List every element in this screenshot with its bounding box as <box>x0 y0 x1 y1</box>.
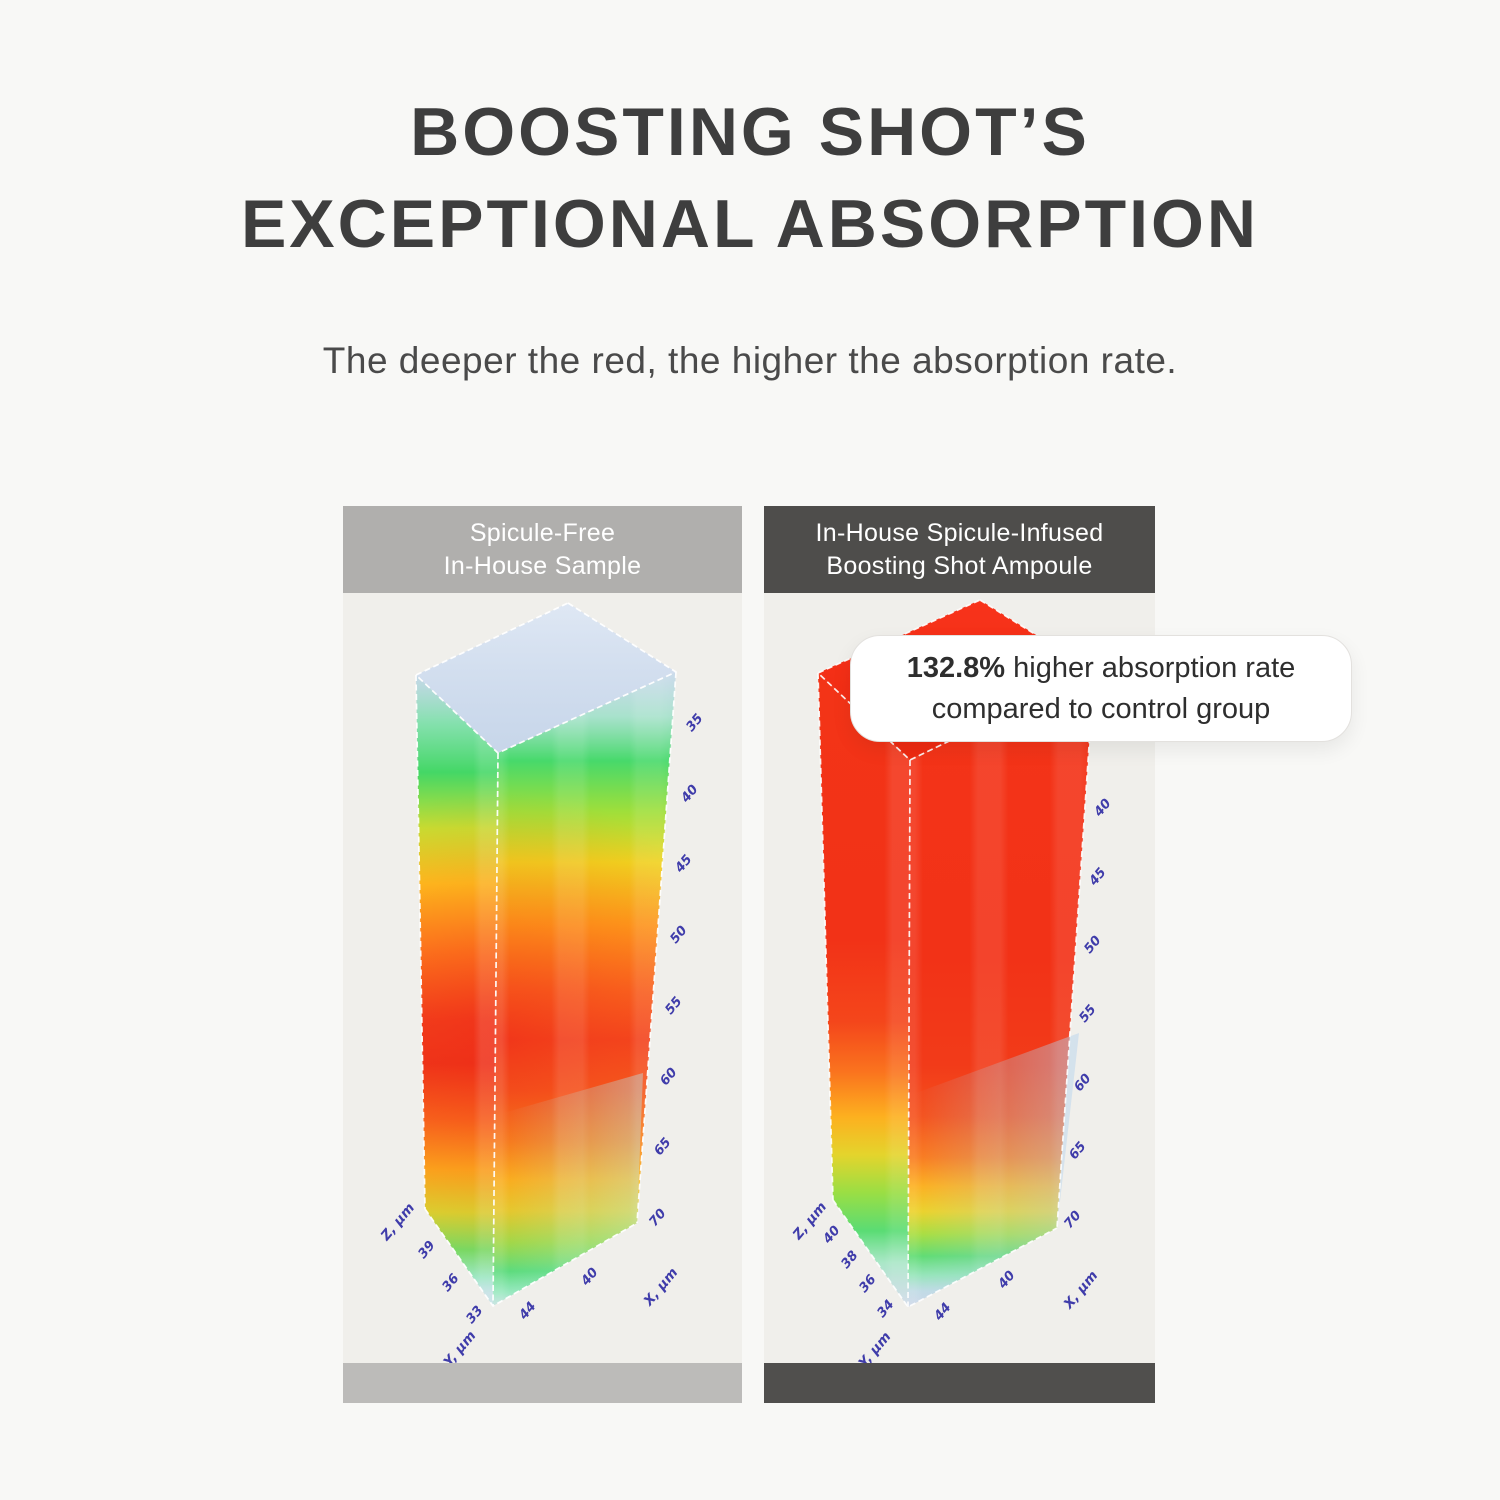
page-title-line2: EXCEPTIONAL ABSORPTION <box>240 186 1260 263</box>
callout-line1: 132.8% higher absorption rate <box>907 648 1296 688</box>
page-title-line1: BOOSTING SHOT’S <box>410 94 1090 170</box>
panel-boosting-shot-header-line1: In-House Spicule-Infused <box>815 518 1104 547</box>
panel-control-header-line1: Spicule-Free <box>469 518 616 547</box>
panel-control-footer <box>343 1363 742 1403</box>
panel-boosting-shot-footer <box>764 1363 1155 1403</box>
panel-control-header-line2: In-House Sample <box>443 551 642 580</box>
prism-control-3d <box>415 602 677 1307</box>
callout-line1-rest: higher absorption rate <box>1005 652 1296 685</box>
panel-control-header: Spicule-Free In-House Sample <box>343 506 742 593</box>
subtitle: The deeper the red, the higher the absor… <box>322 340 1178 381</box>
panel-boosting-shot-header-line2: Boosting Shot Ampoule <box>826 551 1093 580</box>
callout-line2: compared to control group <box>931 692 1271 725</box>
panel-control: Spicule-Free In-House Sample <box>343 506 742 1403</box>
callout-highlight: 132.8% <box>906 652 1006 685</box>
callout-absorption-rate: 132.8% higher absorption rate compared t… <box>850 635 1352 742</box>
plot-control: 35 40 45 50 55 60 65 70 39 36 33 44 40 X, µm Z, µm Y, µ… <box>343 593 742 1363</box>
panel-boosting-shot-header: In-House Spicule-Infused Boosting Shot A… <box>764 506 1155 593</box>
page-title: BOOSTING SHOT’S EXCEPTIONAL ABSORPTION <box>0 86 1500 271</box>
